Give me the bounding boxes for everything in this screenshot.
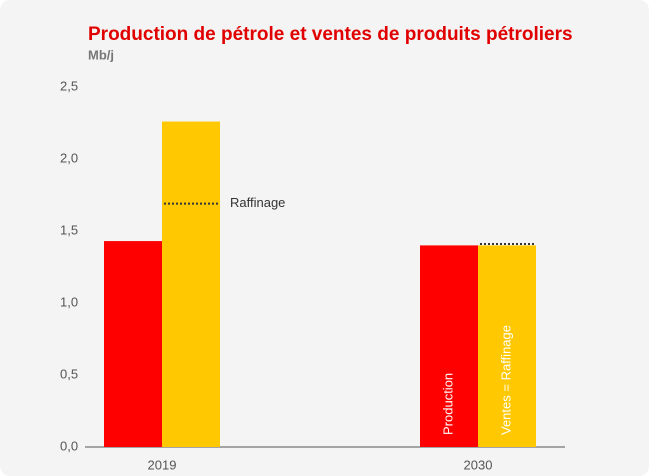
y-tick-label: 2,0: [60, 150, 78, 165]
bar: [104, 241, 162, 447]
y-tick-label: 1,0: [60, 294, 78, 309]
bar: [478, 245, 536, 447]
bar: [162, 121, 220, 447]
bar: [420, 245, 478, 447]
y-tick-label: 2,5: [60, 78, 78, 93]
x-tick-label: 2030: [464, 457, 493, 472]
y-tick-label: 0,5: [60, 366, 78, 381]
x-tick-label: 2019: [148, 457, 177, 472]
y-tick-label: 1,5: [60, 222, 78, 237]
series-label: Raffinage: [230, 195, 285, 210]
series-label: Ventes = Raffinage: [498, 325, 513, 435]
chart-title: Production de pétrole et ventes de produ…: [88, 24, 573, 45]
series-label: Production: [440, 373, 455, 435]
y-tick-label: 0,0: [60, 438, 78, 453]
y-axis-label: Mb/j: [88, 47, 114, 62]
